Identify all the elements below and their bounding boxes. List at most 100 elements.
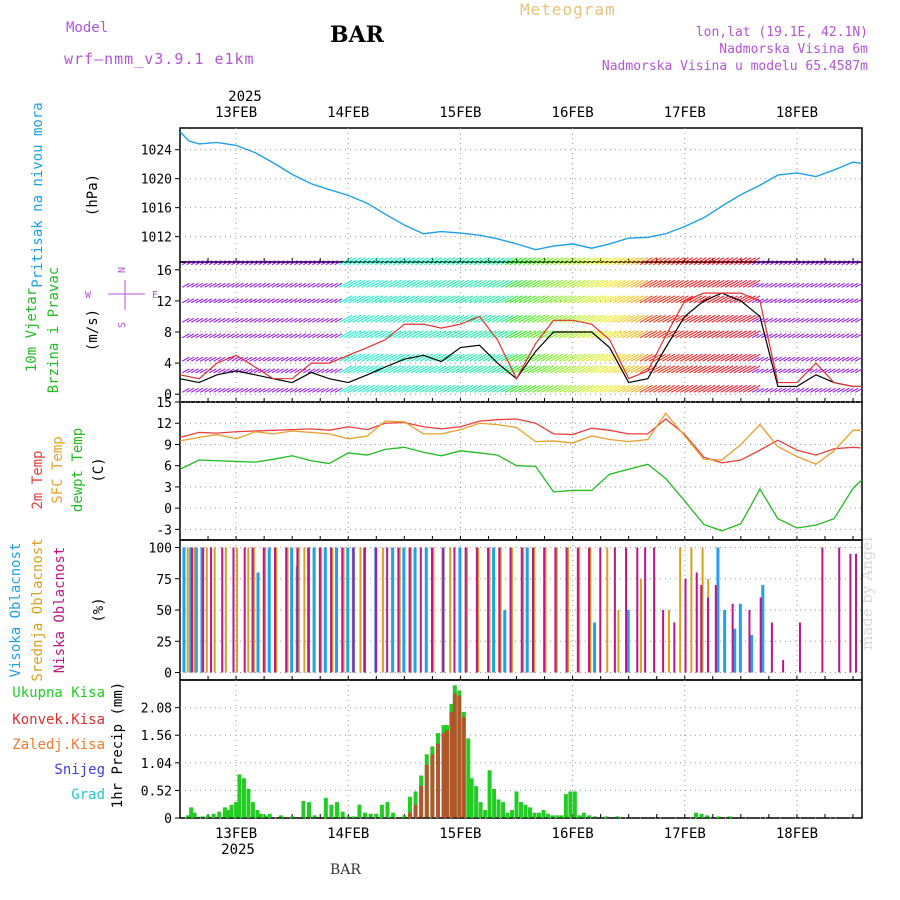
- wind-barb: [419, 314, 433, 323]
- wind-barb: [352, 279, 366, 288]
- wind-barb: [653, 257, 667, 266]
- wind-barb: [850, 260, 859, 266]
- wind-barb: [339, 279, 353, 288]
- precip-bar-0: [323, 797, 328, 818]
- wind-barb: [545, 365, 559, 374]
- cloud-bar-2: [636, 547, 639, 673]
- wind-barb: [850, 368, 859, 374]
- precip-legend-item: Konvek.Kisa: [12, 712, 105, 728]
- wind-barb: [531, 295, 546, 304]
- wind-barb: [590, 365, 604, 374]
- bottom-date-label: 16FEB: [552, 826, 594, 842]
- wind-barb: [298, 317, 307, 323]
- wind-barb: [742, 257, 756, 266]
- wind-barb: [370, 384, 384, 393]
- wind-barb: [724, 330, 738, 339]
- wind-barb: [855, 356, 863, 362]
- wind-barb: [397, 295, 411, 304]
- wind-barb: [814, 387, 823, 393]
- wind-barb: [244, 317, 253, 323]
- top-date-label: 13FEB: [215, 105, 257, 121]
- cloud-bar-0: [738, 603, 742, 673]
- wind-barb: [594, 353, 608, 362]
- wind-barb: [823, 298, 832, 304]
- wind-barb: [361, 384, 375, 393]
- top-date-label: 17FEB: [664, 105, 706, 121]
- wind-barb: [738, 330, 752, 339]
- wind-barb: [747, 257, 761, 266]
- wind-barb: [262, 282, 271, 288]
- cloud-bar-2: [498, 547, 501, 673]
- wind-barb: [276, 356, 284, 362]
- wind-barb: [406, 279, 420, 288]
- wind-barb: [545, 295, 559, 304]
- wind-barb: [195, 260, 204, 266]
- wind-barb: [392, 279, 406, 288]
- wind-barb: [742, 365, 756, 374]
- wind-barb: [531, 257, 546, 266]
- wind-barb: [832, 333, 841, 339]
- wind-barb: [321, 317, 329, 323]
- cloud-bar-1: [488, 547, 491, 673]
- wind-barb: [464, 330, 478, 339]
- wind-barb: [563, 365, 577, 374]
- wind-barb: [415, 384, 429, 393]
- wind-barb: [599, 257, 613, 266]
- wind-barb: [217, 298, 226, 304]
- wind-barb: [549, 257, 564, 266]
- wind-barb: [285, 368, 293, 374]
- wind-barb: [186, 387, 195, 393]
- wind-barb: [635, 279, 649, 288]
- wind-barb: [348, 384, 362, 393]
- precip-bar-0: [329, 804, 334, 818]
- precip-bar-0: [407, 796, 412, 818]
- cloud-ylabel-3: Niska Oblacnost: [52, 547, 68, 673]
- wind-barb: [253, 298, 262, 304]
- wind-barb: [289, 298, 298, 304]
- precip-bar-0: [246, 788, 251, 818]
- wind-barb: [527, 330, 541, 339]
- cloud-bar-1: [303, 547, 306, 673]
- wind-barb: [383, 384, 397, 393]
- wind-barb: [190, 333, 199, 339]
- wind-barb: [190, 356, 199, 362]
- wind-barb: [307, 368, 316, 374]
- wind-barb: [828, 298, 836, 304]
- precip-bar-1: [444, 730, 449, 818]
- wind-barb: [276, 282, 284, 288]
- wind-barb: [226, 260, 235, 266]
- precip-frame: [179, 679, 863, 819]
- wind-barb: [540, 365, 555, 374]
- cloud-bar-0: [290, 547, 294, 673]
- wind-barb: [662, 295, 676, 304]
- wind-barb: [213, 282, 222, 288]
- cloud-bar-0: [312, 547, 316, 673]
- wind-barb: [312, 333, 320, 339]
- wind-barb: [276, 298, 284, 304]
- wind-barb: [796, 356, 805, 362]
- cloud-bar-1: [342, 547, 345, 673]
- cloud-bar-1: [566, 547, 569, 673]
- wind-barb: [837, 333, 845, 339]
- wind-barb: [374, 295, 389, 304]
- cloud-bar-0: [402, 547, 406, 673]
- wind-barb: [603, 365, 617, 374]
- wind-barb: [697, 279, 712, 288]
- wind-barb: [419, 295, 433, 304]
- wind-barb: [612, 384, 626, 393]
- wind-barb: [783, 317, 791, 323]
- cloud-bar-1: [544, 547, 547, 673]
- wind-barb: [554, 314, 568, 323]
- cloud-bar-2: [210, 547, 213, 673]
- wind-barb: [554, 257, 568, 266]
- wind-barb: [208, 368, 217, 374]
- cloud-bar-0: [458, 547, 462, 673]
- wind-barb: [540, 295, 555, 304]
- wind-barb: [581, 279, 595, 288]
- wind-barb: [608, 279, 622, 288]
- wind-barb: [742, 314, 756, 323]
- wind-barb: [294, 368, 302, 374]
- wind-barb: [626, 353, 640, 362]
- wind-barb: [846, 260, 854, 266]
- wind-barb: [675, 257, 689, 266]
